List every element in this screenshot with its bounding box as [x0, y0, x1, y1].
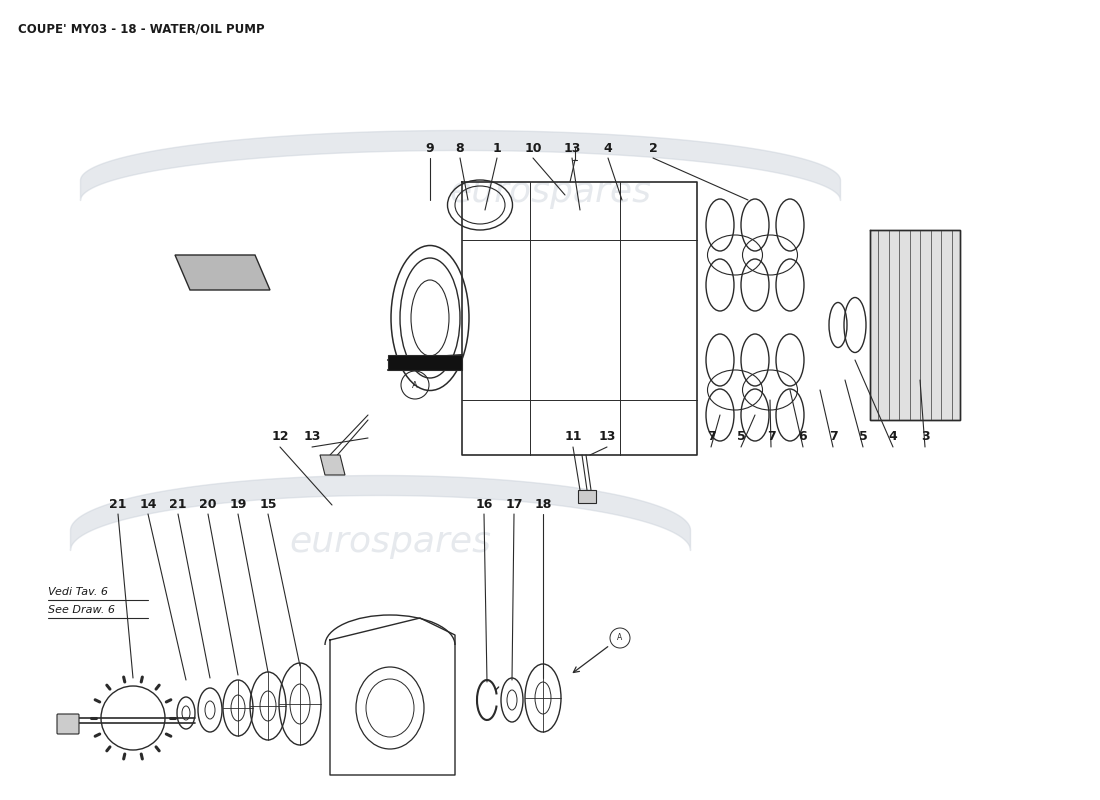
- Text: A: A: [412, 381, 418, 390]
- Text: 15: 15: [260, 498, 277, 510]
- Text: 4: 4: [889, 430, 898, 443]
- Polygon shape: [175, 255, 270, 290]
- Text: 1: 1: [493, 142, 502, 154]
- Text: 13: 13: [598, 430, 616, 443]
- Text: watereurospares: watereurospares: [430, 537, 442, 538]
- Text: 20: 20: [199, 498, 217, 510]
- Text: 18: 18: [535, 498, 552, 510]
- Text: 5: 5: [859, 430, 868, 443]
- FancyBboxPatch shape: [57, 714, 79, 734]
- Text: 14: 14: [140, 498, 156, 510]
- Polygon shape: [320, 455, 345, 475]
- Text: eurospares: eurospares: [289, 525, 491, 559]
- Text: 2: 2: [649, 142, 658, 154]
- Text: 19: 19: [229, 498, 246, 510]
- Text: 16: 16: [475, 498, 493, 510]
- Text: 17: 17: [505, 498, 522, 510]
- Text: 13: 13: [304, 430, 321, 443]
- Text: 3: 3: [921, 430, 929, 443]
- Text: A: A: [617, 634, 623, 642]
- Text: 7: 7: [706, 430, 715, 443]
- Text: eurospares: eurospares: [449, 175, 651, 209]
- Text: 10: 10: [525, 142, 541, 154]
- Text: 7: 7: [767, 430, 775, 443]
- Text: 12: 12: [272, 430, 288, 443]
- Text: 21: 21: [109, 498, 126, 510]
- Text: 9: 9: [426, 142, 434, 154]
- Text: 21: 21: [169, 498, 187, 510]
- Polygon shape: [388, 355, 462, 370]
- Text: 4: 4: [604, 142, 613, 154]
- Text: 13: 13: [563, 142, 581, 154]
- Text: 7: 7: [828, 430, 837, 443]
- Text: 8: 8: [455, 142, 464, 154]
- Text: 6: 6: [799, 430, 807, 443]
- Text: See Draw. 6: See Draw. 6: [48, 605, 116, 615]
- Text: 11: 11: [564, 430, 582, 443]
- Text: Vedi Tav. 6: Vedi Tav. 6: [48, 587, 108, 597]
- Text: 5: 5: [737, 430, 746, 443]
- Text: COUPE' MY03 - 18 - WATER/OIL PUMP: COUPE' MY03 - 18 - WATER/OIL PUMP: [18, 22, 265, 35]
- Polygon shape: [870, 230, 960, 420]
- Polygon shape: [578, 490, 596, 503]
